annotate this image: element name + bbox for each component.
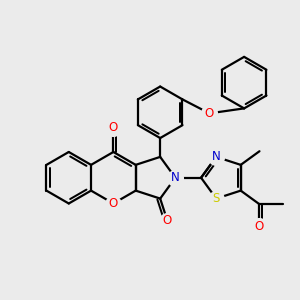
Text: O: O (255, 220, 264, 232)
Text: N: N (171, 171, 180, 184)
Text: O: O (109, 197, 118, 210)
Text: N: N (212, 150, 220, 164)
Text: S: S (212, 192, 220, 205)
Text: O: O (205, 107, 214, 120)
Text: O: O (109, 121, 118, 134)
Text: O: O (163, 214, 172, 227)
